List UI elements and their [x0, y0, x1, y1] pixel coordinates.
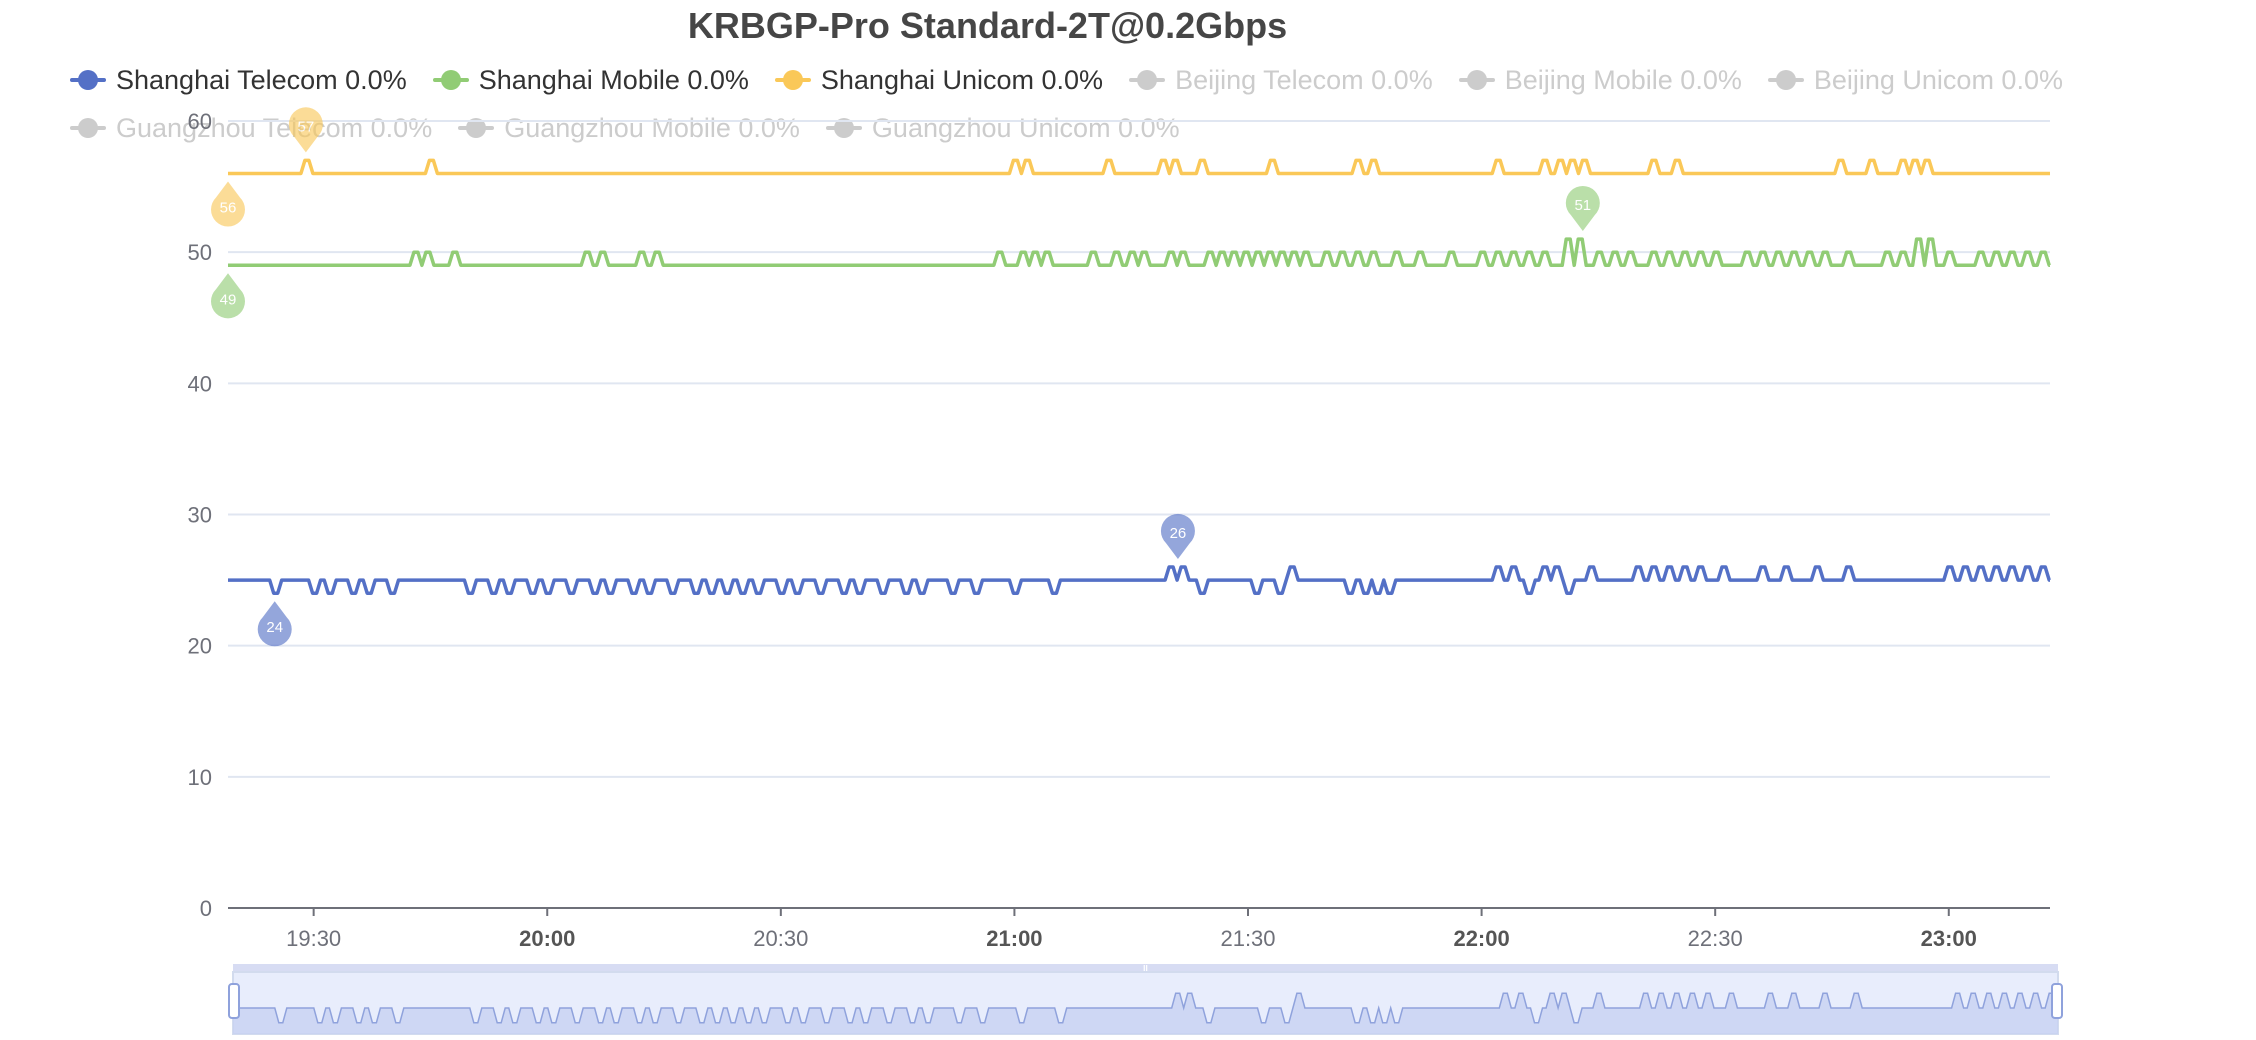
legend-item[interactable]: Shanghai Telecom 0.0%: [70, 65, 407, 96]
legend-marker-icon: [825, 118, 862, 138]
legend-label: Beijing Telecom 0.0%: [1175, 64, 1433, 95]
markpoint-pin-label: 24: [266, 619, 283, 636]
datazoom-mover-bar[interactable]: [233, 964, 2058, 974]
legend-item[interactable]: Guangzhou Telecom 0.0%: [70, 113, 432, 144]
legend-label: Guangzhou Telecom 0.0%: [116, 112, 433, 143]
legend-label: Shanghai Telecom 0.0%: [116, 64, 407, 95]
legend-item[interactable]: Guangzhou Unicom 0.0%: [825, 112, 1180, 144]
markpoint-pin-shape: [288, 107, 323, 153]
legend-item[interactable]: Beijing Unicom 0.0%: [1767, 64, 2063, 96]
legend-row-2: Guangzhou Telecom 0.0% Guangzhou Mobile 0…: [70, 104, 2250, 152]
x-tick-label: 20:00: [519, 926, 575, 951]
legend-label: Beijing Unicom 0.0%: [1813, 64, 2063, 95]
markpoint-pin-shape: [211, 181, 245, 227]
x-tick-label: 22:30: [1688, 926, 1743, 951]
legend-marker-icon: [1767, 70, 1804, 90]
markpoint-pin: 57: [288, 107, 323, 153]
datazoom-preview-area: [233, 993, 2058, 1034]
x-tick-label: 20:30: [753, 926, 808, 951]
markpoint-pin-shape: [210, 273, 245, 319]
y-tick-label: 0: [200, 896, 212, 921]
markpoint-pin: 56: [211, 181, 245, 227]
markpoint-pin-label: 51: [1574, 197, 1591, 214]
legend-row-1: Shanghai Telecom 0.0% Shanghai Mobile 0.0…: [70, 56, 2250, 104]
markpoint-pin-label: 57: [298, 118, 315, 135]
y-tick-label: 40: [188, 371, 212, 396]
y-tick-label: 30: [188, 503, 212, 528]
legend-marker-icon: [1458, 70, 1495, 90]
x-tick-label: 21:30: [1220, 926, 1275, 951]
legend-label: Beijing Mobile 0.0%: [1504, 64, 1742, 95]
legend-label: Guangzhou Unicom 0.0%: [871, 112, 1180, 143]
y-tick-label: 10: [188, 765, 212, 790]
markpoint-pin-shape: [1160, 513, 1195, 559]
legend-marker-icon: [70, 118, 106, 138]
x-tick-label: 22:00: [1453, 926, 1509, 951]
series-line: [228, 158, 2050, 176]
x-tick-label: 23:00: [1921, 926, 1977, 951]
x-tick-label: 19:30: [286, 926, 341, 951]
markpoint-pin: 49: [210, 273, 245, 319]
legend-marker-icon: [1129, 70, 1166, 90]
markpoint-pin-label: 56: [220, 199, 237, 216]
datazoom-right-handle[interactable]: [2051, 983, 2063, 1019]
datazoom-grip-icon: Ⅱ: [1143, 963, 1149, 977]
markpoint-pin-shape: [1565, 186, 1600, 232]
legend-label: Shanghai Mobile 0.0%: [478, 64, 749, 95]
datazoom-left-handle[interactable]: [228, 983, 240, 1019]
chart-title: KRBGP-Pro Standard-2T@0.2Gbps: [687, 5, 1288, 46]
markpoint-pin: 26: [1160, 513, 1195, 559]
legend-item[interactable]: Beijing Mobile 0.0%: [1458, 64, 1742, 96]
y-tick-label: 60: [188, 109, 212, 134]
legend-item[interactable]: Shanghai Unicom 0.0%: [774, 64, 1104, 96]
series-line: [228, 565, 2051, 595]
markpoint-pin: 51: [1565, 186, 1600, 232]
y-tick-label: 50: [188, 240, 212, 265]
markpoint-pin-label: 49: [220, 291, 237, 308]
legend-label: Shanghai Unicom 0.0%: [820, 64, 1104, 95]
legend-item[interactable]: Guangzhou Mobile 0.0%: [458, 113, 800, 144]
legend-label: Guangzhou Mobile 0.0%: [504, 112, 800, 143]
legend-marker-icon: [70, 70, 106, 90]
legend-item[interactable]: Beijing Telecom 0.0%: [1129, 65, 1433, 96]
legend-item[interactable]: Shanghai Mobile 0.0%: [432, 64, 749, 96]
legend-marker-icon: [432, 70, 469, 90]
markpoint-pin-label: 26: [1170, 525, 1187, 542]
series-line: [228, 237, 2051, 268]
legend-marker-icon: [458, 118, 495, 138]
markpoint-pin-shape: [257, 601, 292, 647]
legend-marker-icon: [774, 70, 811, 90]
y-tick-label: 20: [188, 634, 212, 659]
datazoom-preview-line: [233, 992, 2058, 1024]
markpoint-pin: 24: [257, 601, 292, 647]
legend: Shanghai Telecom 0.0% Shanghai Mobile 0.0…: [70, 56, 2250, 152]
x-tick-label: 21:00: [986, 926, 1042, 951]
